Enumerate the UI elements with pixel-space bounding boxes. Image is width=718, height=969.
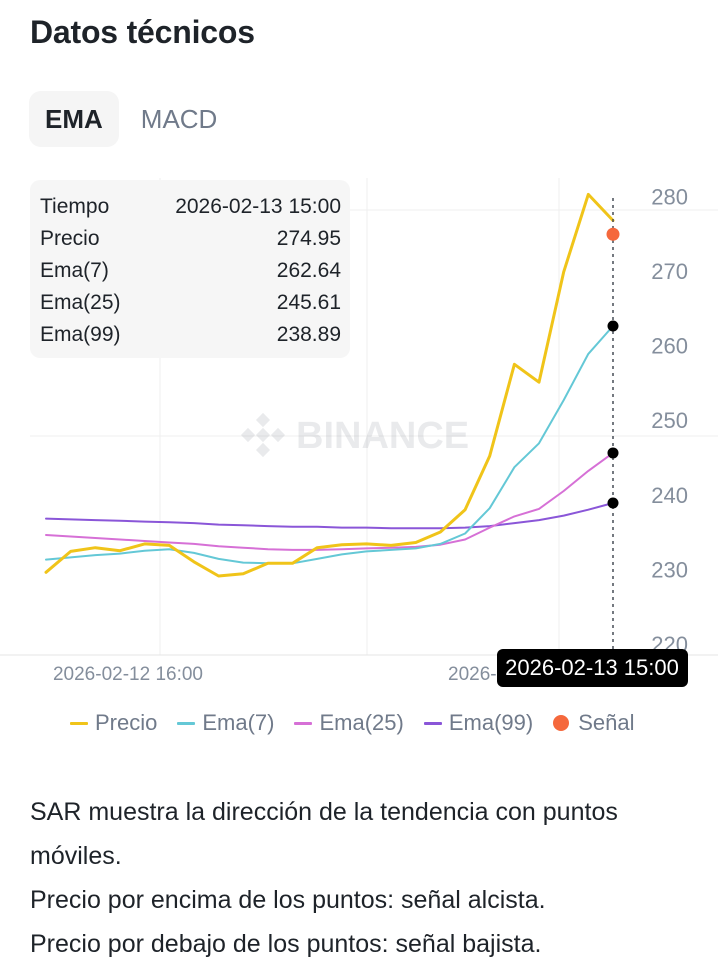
description-line: Precio por encima de los puntos: señal a… bbox=[30, 886, 546, 914]
series-line-ema7 bbox=[45, 325, 614, 565]
legend-label: Señal bbox=[578, 710, 635, 735]
legend-label: Precio bbox=[95, 710, 158, 735]
legend-item-precio[interactable]: Precio bbox=[70, 710, 157, 736]
tab-macd[interactable]: MACD bbox=[140, 104, 218, 134]
legend-swatch-senal bbox=[553, 715, 570, 731]
series-line-ema25 bbox=[45, 451, 614, 551]
description-line: móviles. bbox=[30, 842, 122, 870]
crosshair-markers bbox=[606, 227, 620, 509]
y-tick-label: 250 bbox=[651, 408, 688, 433]
y-tick-label: 270 bbox=[651, 259, 688, 284]
legend-label: Ema(25) bbox=[319, 710, 404, 735]
legend-swatch-precio bbox=[70, 721, 88, 725]
y-tick-label: 230 bbox=[651, 557, 688, 582]
binance-logo-icon bbox=[240, 412, 286, 458]
tooltip-label: Ema(25) bbox=[40, 291, 121, 314]
y-tick-label: 280 bbox=[651, 185, 688, 210]
tooltip-value: 274.95 bbox=[277, 227, 341, 250]
crosshair-time-label: 2026-02-13 15:00 bbox=[505, 655, 679, 680]
x-tick-label: 2026-02-12 16:00 bbox=[53, 664, 203, 685]
y-tick-label: 260 bbox=[651, 334, 688, 359]
series-line-ema99 bbox=[45, 502, 614, 530]
x-tick-label: 2026- bbox=[448, 664, 497, 685]
indicator-tabs: EMA MACD bbox=[29, 91, 233, 147]
tooltip-value: 238.89 bbox=[277, 323, 341, 346]
description: SAR muestra la dirección de la tendencia… bbox=[30, 790, 700, 966]
legend-item-senal[interactable]: Señal bbox=[553, 710, 634, 736]
tooltip-rows: Tiempo 2026-02-13 15:00 Precio 274.95 Ema(7)… bbox=[40, 195, 341, 346]
legend-item-ema99[interactable]: Ema(99) bbox=[423, 710, 534, 736]
tooltip-panel: Tiempo 2026-02-13 15:00 Precio 274.95 Ema(7)… bbox=[30, 180, 350, 358]
legend-label: Ema(7) bbox=[202, 710, 275, 735]
description-line: SAR muestra la dirección de la tendencia… bbox=[30, 798, 618, 826]
tooltip-label: Ema(99) bbox=[40, 323, 121, 346]
tooltip-label: Ema(7) bbox=[40, 259, 109, 282]
marker-ema7 bbox=[607, 320, 619, 332]
legend-item-ema7[interactable]: Ema(7) bbox=[177, 710, 274, 736]
tab-ema[interactable]: EMA bbox=[29, 91, 119, 147]
crosshair-time-badge: 2026-02-13 15:00 bbox=[497, 649, 688, 687]
watermark-text: BINANCE bbox=[296, 415, 469, 457]
legend-swatch-ema25 bbox=[294, 721, 313, 725]
description-line: Precio por debajo de los puntos: señal b… bbox=[30, 930, 542, 958]
tooltip-value: 245.61 bbox=[277, 291, 341, 314]
binance-watermark: BINANCE bbox=[240, 412, 469, 458]
legend-label: Ema(99) bbox=[448, 710, 534, 735]
marker-ema25 bbox=[607, 447, 619, 459]
legend-swatch-ema99 bbox=[423, 721, 442, 725]
tooltip-label: Tiempo bbox=[40, 195, 109, 218]
legend-swatch-ema7 bbox=[177, 721, 196, 725]
chart-legend: Precio Ema(7) Ema(25) Ema(99) Señal bbox=[70, 710, 654, 736]
marker-ema99 bbox=[607, 497, 619, 509]
tooltip-value: 262.64 bbox=[277, 259, 342, 282]
page-title: Datos técnicos bbox=[30, 14, 255, 50]
y-tick-label: 240 bbox=[651, 483, 688, 508]
crosshair-badge-background bbox=[497, 649, 688, 687]
x-axis-ticks: 2026-02-12 16:00 2026- bbox=[53, 664, 497, 685]
tooltip-label: Precio bbox=[40, 227, 100, 250]
tooltip-background bbox=[30, 180, 350, 358]
series-line-precio bbox=[44, 192, 615, 578]
tooltip-value: 2026-02-13 15:00 bbox=[175, 195, 341, 218]
series-lines bbox=[44, 192, 615, 578]
legend-item-ema25[interactable]: Ema(25) bbox=[294, 710, 404, 736]
signal-dot bbox=[606, 227, 620, 241]
